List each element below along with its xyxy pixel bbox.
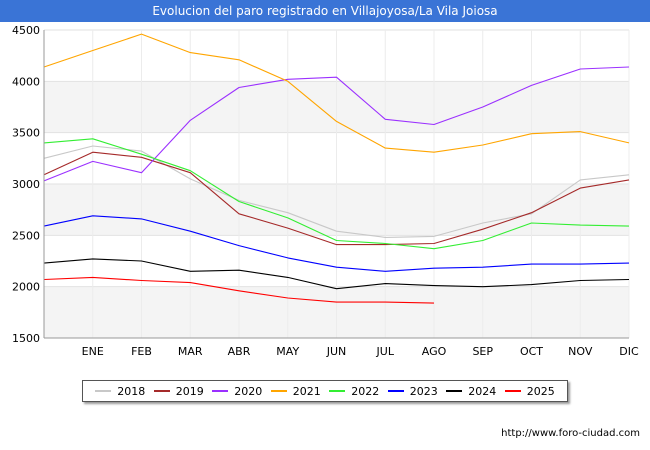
legend-item-2018: 2018 — [95, 385, 145, 398]
legend-swatch — [504, 390, 521, 392]
source-credit: http://www.foro-ciudad.com — [501, 428, 640, 439]
chart-title: Evolucion del paro registrado en Villajo… — [0, 0, 650, 22]
y-tick-label: 2500 — [12, 229, 40, 242]
legend-label: 2020 — [234, 384, 263, 398]
y-tick-label: 2000 — [12, 281, 40, 294]
y-tick-label: 3000 — [12, 178, 40, 191]
x-tick-label: SEP — [472, 345, 493, 358]
series-lines — [43, 33, 630, 304]
legend-label: 2022 — [351, 384, 380, 398]
y-tick-label: 4000 — [12, 75, 40, 88]
legend-item-2025: 2025 — [504, 384, 555, 398]
y-tick-label: 1500 — [12, 332, 40, 345]
y-axis-ticks: 1500 2000 2500 3000 3500 4000 4500 — [12, 24, 40, 345]
legend-swatch — [329, 390, 346, 392]
legend-item-2021: 2021 — [270, 384, 321, 398]
legend-item-2024: 2024 — [446, 385, 496, 398]
legend-label: 2024 — [468, 384, 497, 398]
series-line-2024 — [43, 258, 630, 290]
legend-item-2023: 2023 — [387, 384, 438, 398]
x-tick-label: FEB — [131, 345, 152, 358]
legend-swatch — [387, 390, 404, 392]
legend-swatch — [446, 390, 463, 392]
x-axis-ticks: ENE FEB MAR ABR MAY JUN JUL AGO SEP OCT NOV DIC — [82, 345, 639, 358]
legend-label: 2021 — [292, 384, 321, 398]
series-line-2025 — [43, 276, 435, 304]
legend-label: 2019 — [175, 384, 204, 398]
series-line-2018 — [43, 145, 630, 238]
series-line-2023 — [43, 215, 630, 272]
x-tick-label: AGO — [422, 345, 447, 358]
grid-lines — [44, 29, 630, 339]
x-tick-label: JUL — [376, 345, 395, 358]
series-line-2020 — [43, 66, 630, 182]
legend-label: 2025 — [526, 384, 555, 398]
legend-swatch — [95, 390, 112, 392]
legend-item-2022: 2022 — [329, 385, 379, 398]
legend-item-2020: 2020 — [212, 385, 262, 398]
legend: 2018 2019 2020 2021 2022 2023 2024 2025 — [82, 380, 568, 402]
x-tick-label: ABR — [228, 345, 251, 358]
x-tick-label: OCT — [520, 345, 543, 358]
y-tick-label: 3500 — [12, 127, 40, 140]
legend-label: 2018 — [117, 384, 146, 398]
legend-swatch — [270, 390, 287, 392]
series-line-2021 — [43, 33, 630, 153]
x-tick-label: ENE — [82, 345, 104, 358]
series-line-2022 — [43, 138, 630, 250]
legend-swatch — [153, 390, 170, 392]
line-chart: 1500 2000 2500 3000 3500 4000 4500 ENE FEB MAR AB… — [12, 24, 639, 358]
legend-label: 2023 — [409, 384, 438, 398]
x-tick-label: NOV — [568, 345, 593, 358]
legend-item-2019: 2019 — [153, 384, 204, 398]
x-tick-label: MAR — [178, 345, 203, 358]
x-tick-label: DIC — [619, 345, 639, 358]
x-tick-label: JUN — [326, 345, 347, 358]
x-tick-label: MAY — [276, 345, 299, 358]
legend-swatch — [212, 390, 229, 392]
series-line-2019 — [43, 151, 630, 246]
y-tick-label: 4500 — [12, 24, 40, 37]
